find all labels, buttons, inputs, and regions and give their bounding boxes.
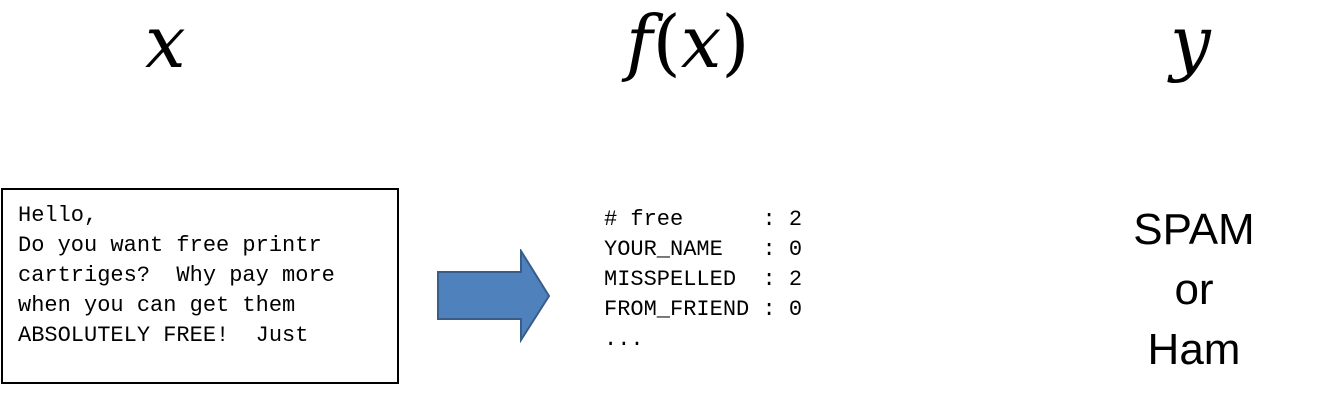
feature-row: # free : 2 — [604, 205, 802, 235]
output-or: or — [1174, 265, 1214, 314]
input-symbol-x: x — [145, 0, 186, 84]
feature-row: YOUR_NAME : 0 — [604, 235, 802, 265]
email-line: ABSOLUTELY FREE! Just — [18, 323, 309, 348]
output-label: SPAM or Ham — [1112, 200, 1276, 380]
open-paren: ( — [652, 0, 681, 84]
feature-name: MISSPELLED — [604, 267, 763, 292]
function-name: f — [626, 0, 653, 84]
feature-value: 0 — [788, 237, 803, 262]
feature-name: YOUR_NAME — [604, 237, 763, 262]
function-symbol-fx: f(x) — [626, 6, 749, 78]
right-arrow-icon — [437, 249, 551, 343]
email-line: Hello, — [18, 203, 98, 228]
feature-name: # free — [604, 207, 763, 232]
feature-value: 0 — [788, 297, 803, 322]
feature-value: 2 — [788, 207, 803, 232]
feature-row: FROM_FRIEND : 0 — [604, 295, 802, 325]
email-text-box: Hello, Do you want free printr cartriges… — [1, 188, 399, 384]
output-spam: SPAM — [1133, 205, 1255, 254]
email-line: cartriges? Why pay more — [18, 263, 335, 288]
feature-ellipsis: ... — [604, 327, 644, 352]
feature-name: FROM_FRIEND — [604, 297, 763, 322]
close-paren: ) — [721, 0, 750, 84]
feature-list: # free : 2 YOUR_NAME : 0 MISSPELLED : 2 … — [604, 205, 802, 355]
feature-separator: : — [762, 267, 789, 292]
output-ham: Ham — [1147, 325, 1241, 374]
email-line: Do you want free printr — [18, 233, 322, 258]
arrow-shape — [437, 249, 551, 343]
feature-separator: : — [762, 297, 789, 322]
feature-separator: : — [762, 207, 789, 232]
function-argument: x — [680, 0, 722, 84]
output-symbol-y: y — [1170, 0, 1211, 84]
feature-row: MISSPELLED : 2 — [604, 265, 802, 295]
feature-value: 2 — [788, 267, 803, 292]
feature-separator: : — [762, 237, 789, 262]
email-line: when you can get them — [18, 293, 296, 318]
